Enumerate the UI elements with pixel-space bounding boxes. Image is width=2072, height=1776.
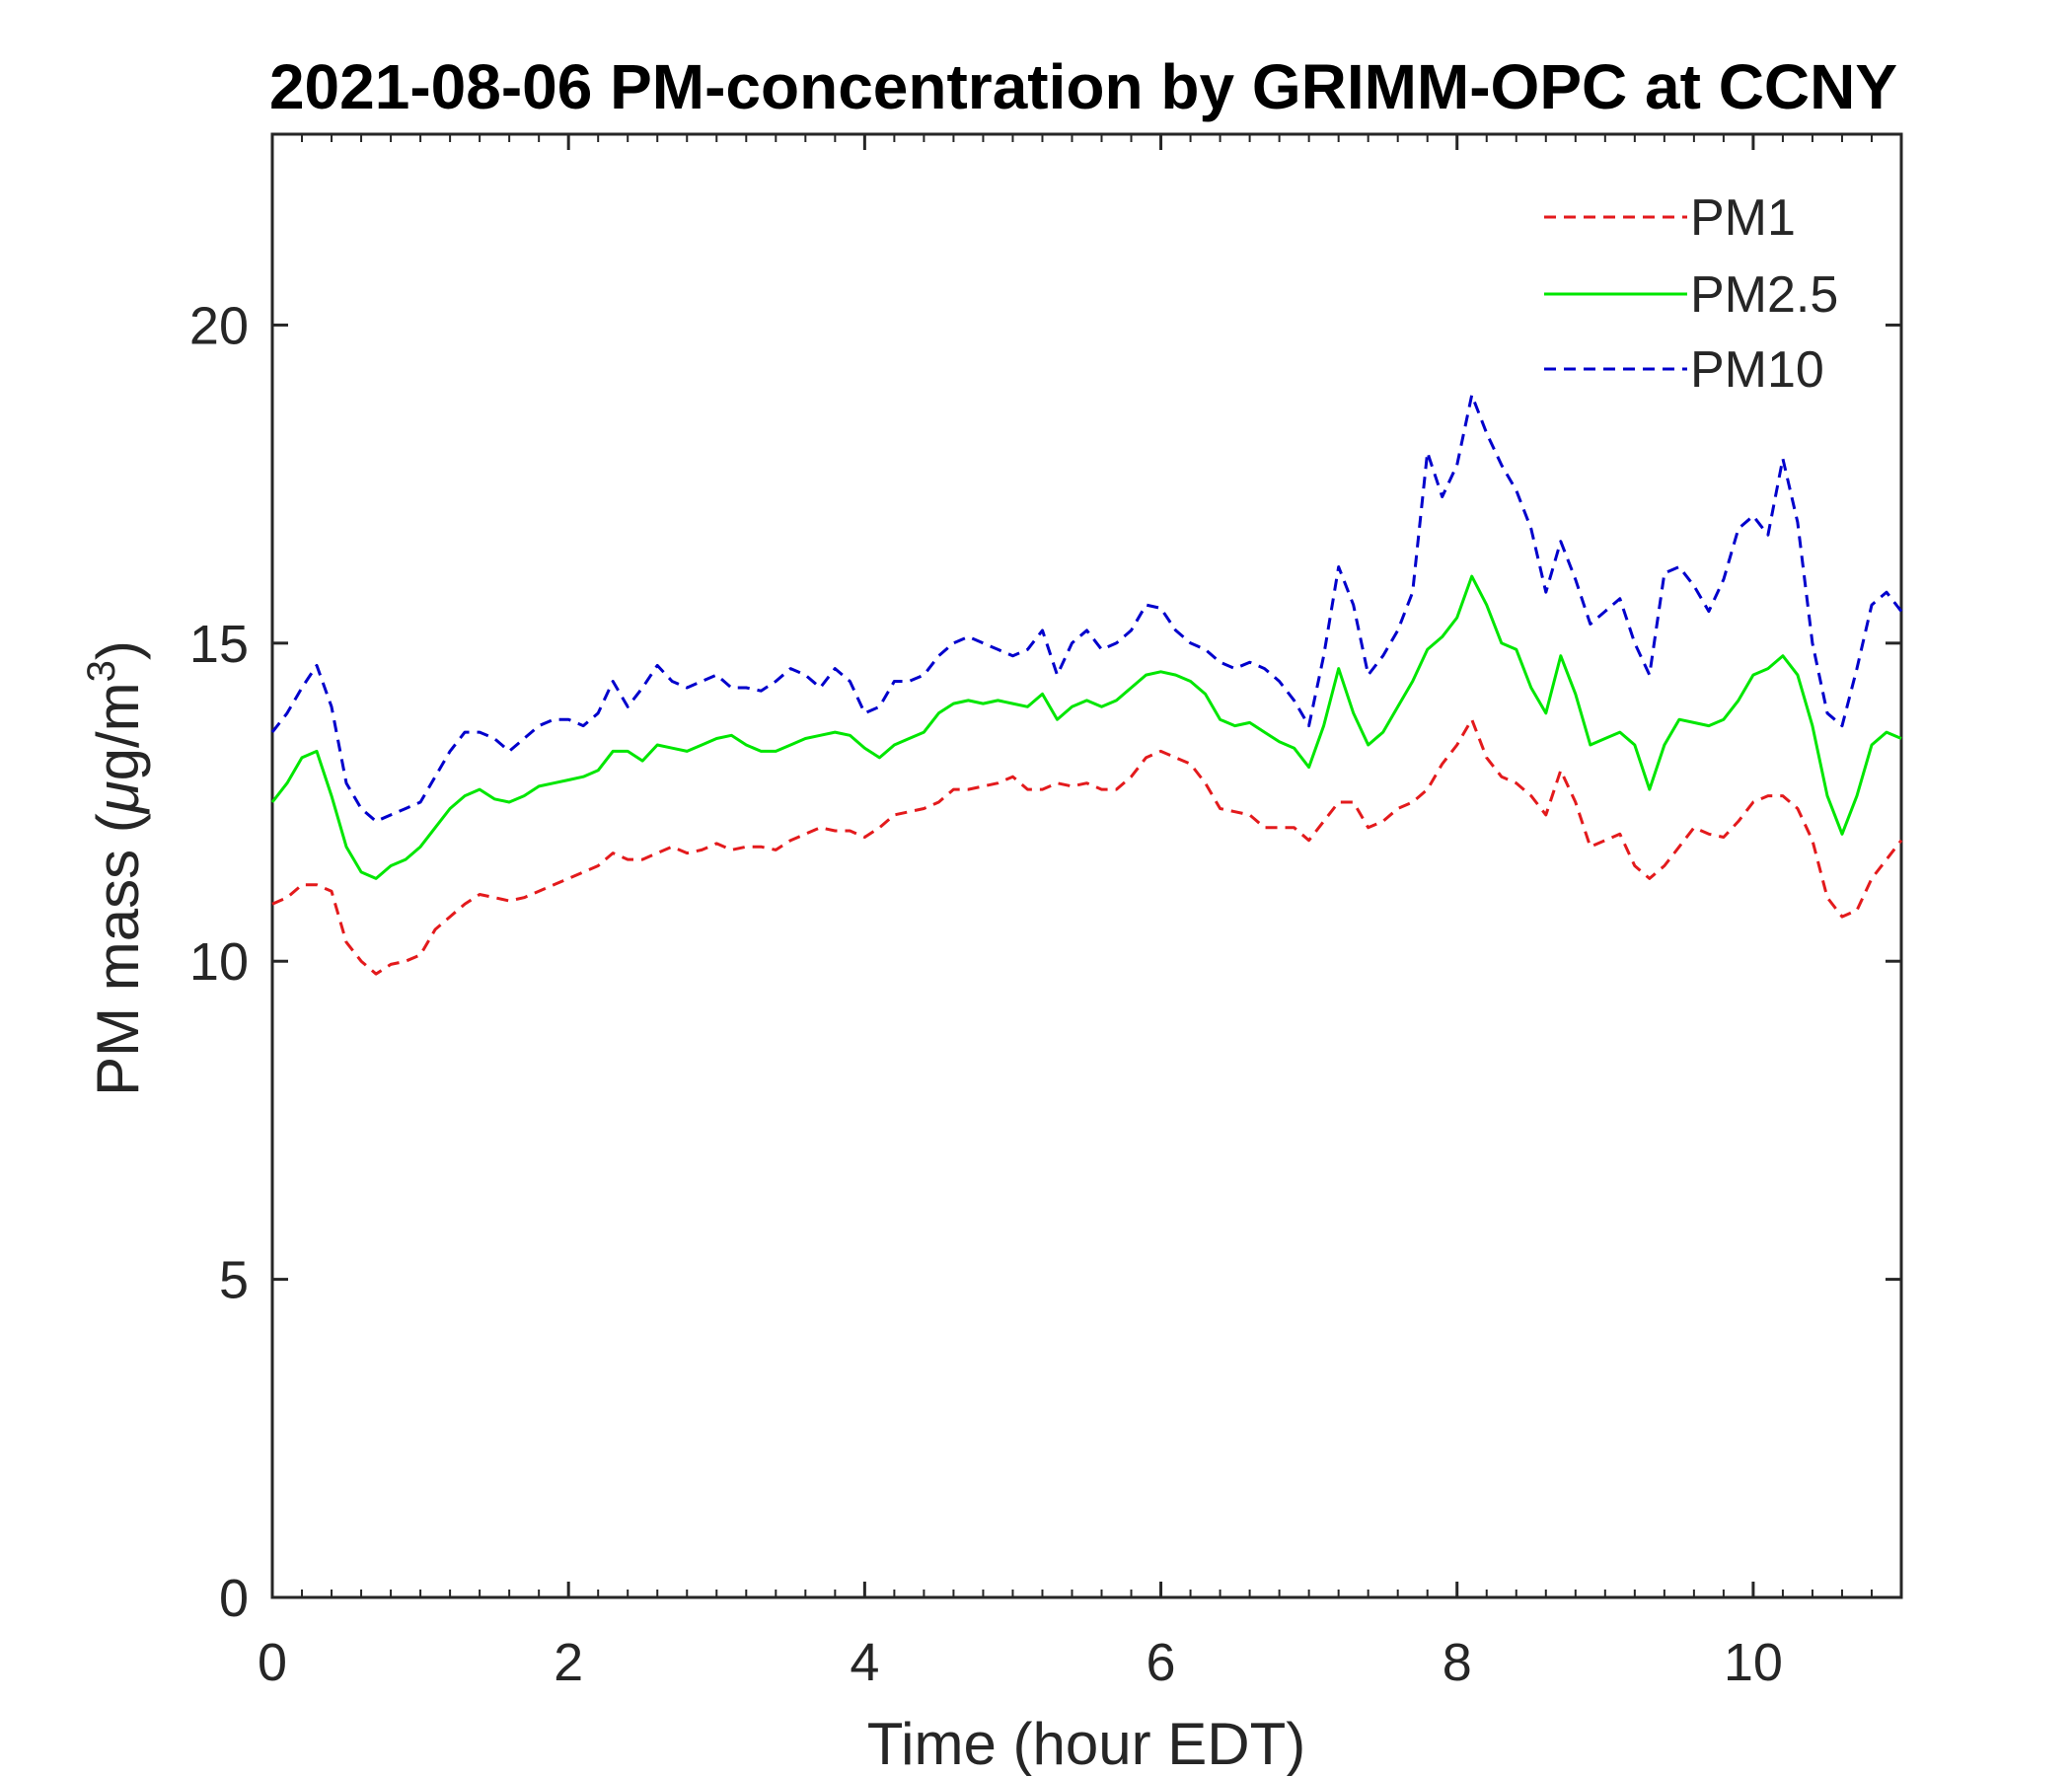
y-tick-label: 0 [219, 1569, 249, 1628]
x-tick-label: 8 [1443, 1633, 1472, 1692]
y-axis-label: PM mass (μg/m3) [80, 640, 151, 1096]
legend-label: PM10 [1690, 341, 1824, 399]
y-axis-ticks: 0 5 10 15 20 [189, 296, 1901, 1628]
x-tick-label: 10 [1724, 1633, 1783, 1692]
series-line-pm10 [270, 393, 1903, 823]
y-tick-label: 10 [189, 932, 249, 992]
x-axis-ticks: 0 2 4 6 8 10 [258, 134, 1873, 1692]
axes-box [270, 132, 1903, 1599]
legend: PM1 PM2.5 PM10 [1544, 189, 1838, 399]
series-line-pm2-5 [270, 574, 1902, 880]
x-axis-label: Time (hour EDT) [867, 1711, 1306, 1776]
legend-label: PM2.5 [1690, 266, 1838, 324]
x-tick-label: 0 [258, 1633, 287, 1692]
x-tick-label: 2 [554, 1633, 583, 1692]
y-tick-label: 15 [189, 615, 249, 674]
x-tick-label: 6 [1147, 1633, 1176, 1692]
chart-title: 2021-08-06 PM-concentration by GRIMM-OPC… [269, 51, 1897, 122]
y-tick-label: 20 [189, 296, 249, 355]
plot-area: 0 2 4 6 8 10 0 5 10 15 20 [189, 132, 1903, 1692]
series-layer [270, 393, 1903, 976]
y-tick-label: 5 [219, 1251, 249, 1310]
series-line-pm1 [271, 717, 1903, 976]
legend-label: PM1 [1690, 189, 1796, 247]
x-tick-label: 4 [850, 1633, 879, 1692]
